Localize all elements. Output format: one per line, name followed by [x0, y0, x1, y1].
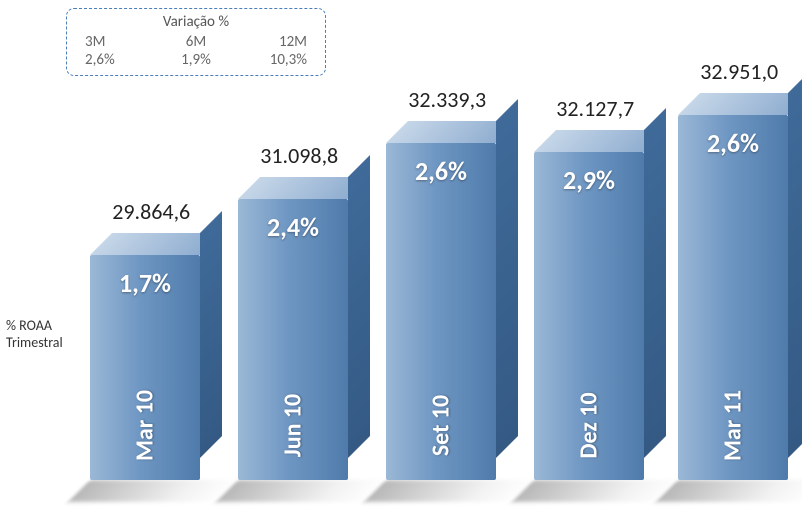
bar-shadow: [216, 480, 388, 502]
bar-roaa-label: 2,6%: [678, 127, 788, 159]
bar-shadow: [68, 480, 240, 502]
y-axis-label: % ROAA Trimestral: [6, 318, 63, 352]
bar-side: [788, 71, 802, 458]
y-axis-label-line: Trimestral: [6, 335, 63, 352]
bar-period-label: Dez 10: [575, 392, 604, 458]
bar-value-label: 31.098,8: [260, 142, 338, 169]
bar: 32.951,02,6%Mar 11: [678, 93, 788, 480]
bar-roaa-label: 2,4%: [238, 211, 348, 243]
bar-side: [348, 155, 370, 458]
variation-header: 6M: [159, 33, 232, 51]
bar: 31.098,82,4%Jun 10: [238, 177, 348, 480]
bar-roaa-label: 2,9%: [534, 164, 644, 196]
bar-roaa-label: 2,6%: [386, 155, 496, 187]
bar-side: [496, 99, 518, 458]
bar-period-label: Jun 10: [279, 394, 308, 457]
bar: 32.127,72,9%Dez 10: [534, 130, 644, 480]
bar: 32.339,32,6%Set 10: [386, 121, 496, 480]
variation-header-row: 3M 6M 12M: [79, 33, 313, 51]
bar-shadow: [656, 480, 802, 502]
y-axis-label-line: % ROAA: [6, 318, 63, 335]
bar: 29.864,61,7%Mar 10: [90, 233, 200, 480]
bar-period-label: Mar 10: [131, 390, 160, 461]
bar-chart: 29.864,6 1,7% Mar 10 31.098,8 2,4% Jun 10 32.3…: [70, 60, 790, 500]
variation-header: 3M: [85, 33, 158, 51]
bar-period-label: Set 10: [427, 395, 456, 456]
bar-period-label: Mar 11: [719, 390, 748, 461]
bar-value-label: 32.339,3: [408, 86, 486, 113]
variation-title: Variação %: [79, 13, 313, 31]
bar-shadow: [364, 480, 536, 502]
bar-top: [678, 93, 802, 115]
bar-value-label: 29.864,6: [112, 198, 190, 225]
bar-side: [644, 108, 666, 458]
bar-value-label: 32.951,0: [700, 58, 778, 85]
variation-header: 12M: [234, 33, 307, 51]
bar-value-label: 32.127,7: [556, 95, 634, 122]
bar-side: [200, 211, 222, 458]
bar-roaa-label: 1,7%: [90, 267, 200, 299]
